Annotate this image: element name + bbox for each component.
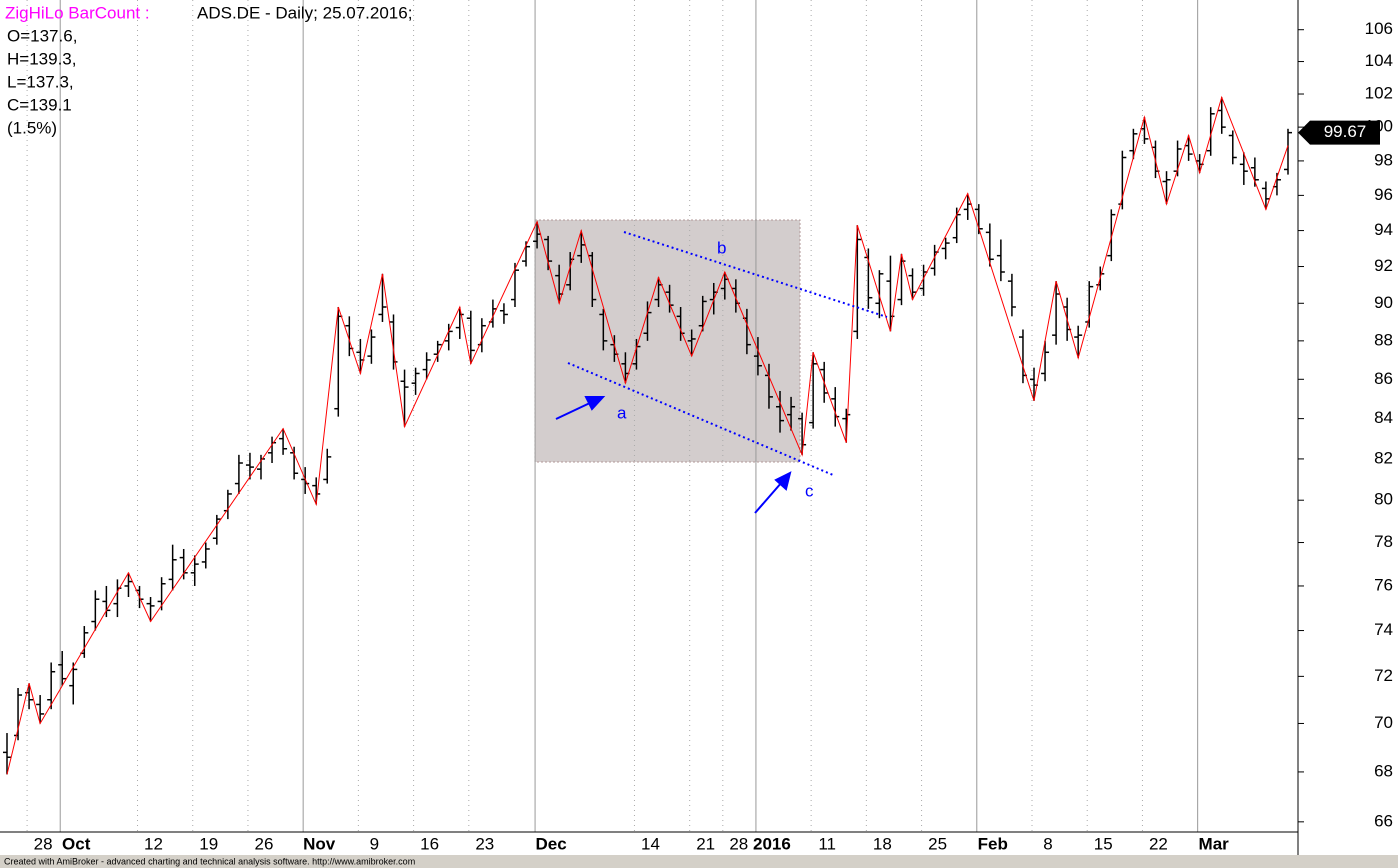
x-tick-label: 19 bbox=[199, 834, 218, 853]
x-tick-label: 15 bbox=[1094, 834, 1113, 853]
y-tick-label: 94 bbox=[1374, 220, 1393, 239]
x-tick-label: 11 bbox=[818, 834, 836, 853]
x-tick-label: Mar bbox=[1199, 834, 1230, 853]
bars bbox=[3, 95, 1292, 775]
info: (1.5%) bbox=[7, 118, 57, 137]
arrow-c-head bbox=[774, 471, 792, 491]
arrow-a bbox=[555, 401, 593, 420]
last-price-marker bbox=[1298, 120, 1380, 145]
x-tick-label: 28 bbox=[34, 834, 53, 853]
x-tick-label: 12 bbox=[144, 834, 163, 853]
x-tick-label: 2016 bbox=[753, 834, 791, 853]
x-tick-label: 16 bbox=[420, 834, 439, 853]
y-tick-label: 102 bbox=[1365, 84, 1393, 103]
annotation: c bbox=[805, 481, 814, 500]
x-tick-label: 14 bbox=[641, 834, 660, 853]
y-tick-label: 96 bbox=[1374, 185, 1393, 204]
y-tick-label: 70 bbox=[1374, 713, 1393, 732]
x-tick-label: 23 bbox=[475, 834, 494, 853]
info: L=137.3, bbox=[7, 72, 74, 91]
y-tick-label: 74 bbox=[1374, 620, 1393, 639]
y-tick-label: 98 bbox=[1374, 150, 1393, 169]
x-tick-label: Feb bbox=[978, 834, 1008, 853]
footer-bar bbox=[0, 855, 1398, 868]
y-tick-label: 68 bbox=[1374, 761, 1393, 780]
arrows bbox=[555, 396, 792, 514]
x-tick-label: 21 bbox=[696, 834, 715, 853]
y-tick-label: 88 bbox=[1374, 330, 1393, 349]
x-tick-label: 22 bbox=[1149, 834, 1168, 853]
y-tick-label: 82 bbox=[1374, 448, 1393, 467]
y-tick-label: 76 bbox=[1374, 575, 1393, 594]
footer: Created with AmiBroker - advanced charti… bbox=[4, 856, 415, 866]
arrow-a-head bbox=[584, 396, 606, 411]
chart-title: ADS.DE - Daily; 25.07.2016; bbox=[197, 3, 412, 22]
upper-channel bbox=[623, 231, 888, 318]
y-tick-label: 90 bbox=[1374, 293, 1393, 312]
x-tick-label: 9 bbox=[370, 834, 379, 853]
x-tick-label: 8 bbox=[1043, 834, 1052, 853]
info: O=137.6, bbox=[7, 26, 77, 45]
y-tick-label: 66 bbox=[1374, 811, 1393, 830]
y-tick-label: 106 bbox=[1365, 19, 1393, 38]
y-tick-label: 78 bbox=[1374, 532, 1393, 551]
y-tick-label: 104 bbox=[1365, 51, 1393, 70]
y-tick-label: 80 bbox=[1374, 490, 1393, 509]
x-tick-label: 28 bbox=[729, 834, 748, 853]
x-tick-label: 18 bbox=[873, 834, 892, 853]
x-tick-label: Oct bbox=[62, 834, 91, 853]
highlight-box bbox=[534, 219, 801, 463]
y-tick-label: 86 bbox=[1374, 369, 1393, 388]
info: C=139.1 bbox=[7, 95, 72, 114]
grid bbox=[26, 0, 1199, 832]
x-tick-label: Dec bbox=[535, 834, 566, 853]
y-tick-label: 92 bbox=[1374, 256, 1393, 275]
y-tick-label: 84 bbox=[1374, 408, 1393, 427]
annotation: a bbox=[617, 403, 627, 422]
x-tick-label: Nov bbox=[303, 834, 336, 853]
indicator-name: ZigHiLo BarCount : bbox=[5, 3, 150, 22]
arrow-c bbox=[754, 481, 783, 514]
axes: 6668707274767880828486889092949698100102… bbox=[34, 19, 1393, 853]
x-tick-label: 25 bbox=[928, 834, 947, 853]
annotation: b bbox=[717, 238, 726, 257]
zigzag-line bbox=[6, 95, 1289, 775]
y-tick-label: 72 bbox=[1374, 666, 1393, 685]
last-price-label: 99.67 bbox=[1324, 122, 1367, 141]
x-tick-label: 26 bbox=[254, 834, 273, 853]
info: H=139.3, bbox=[7, 49, 76, 68]
